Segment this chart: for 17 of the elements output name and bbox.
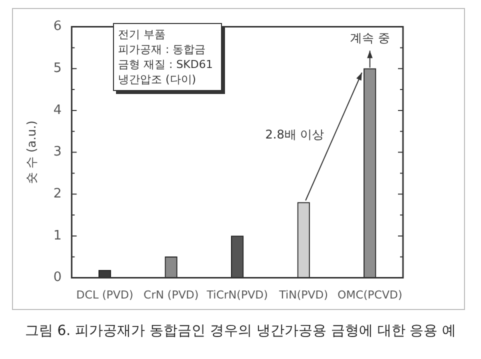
text: 그림 6. 피가공재가 동합금인 경우의 냉간가공용 금형에 대한 응용 예 <box>24 322 458 340</box>
y-tick-label: 6 <box>53 19 62 34</box>
annotation: 전기 부품 피가공재 : 동합금 금형 재질 : SKD61 냉간압조 (다이) <box>113 23 222 91</box>
x-tick-label: OMC(PCVD) <box>338 288 402 302</box>
y-tick-label: 2 <box>53 186 62 202</box>
x-tick-label: DCL (PVD) <box>76 288 134 302</box>
y-tick-label: 5 <box>53 61 62 76</box>
x-tick-label: CrN (PVD) <box>144 288 199 302</box>
y-tick-label: 0 <box>53 270 62 286</box>
y-axis-title: 숏 수 (a.u.) <box>24 120 38 184</box>
x-tick-label: TiN(PVD) <box>278 288 328 302</box>
y-tick-label: 3 <box>53 144 62 160</box>
y-tick-label: 1 <box>53 228 62 244</box>
annotation: 계속 중 <box>350 30 390 45</box>
x-tick-label: TiCrN(PVD) <box>206 288 268 302</box>
y-tick-label: 4 <box>53 102 62 118</box>
annotation: 2.8배 이상 <box>265 128 324 142</box>
